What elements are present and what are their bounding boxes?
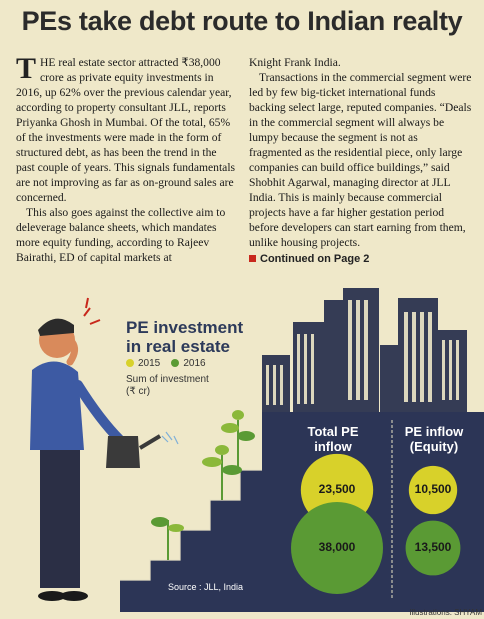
bubble-2016-0	[291, 502, 383, 594]
article-paragraph: T HE real estate sector attracted ₹38,000…	[16, 52, 236, 205]
article-paragraph: Knight Frank India.	[249, 56, 341, 69]
illustration-credit: Illustrations: SHYAM	[409, 608, 482, 617]
legend-2016-swatch	[171, 359, 180, 368]
bubble-value-label: 13,500	[414, 540, 452, 554]
infographic-art	[30, 288, 484, 612]
square-bullet-icon	[249, 255, 256, 262]
drop-cap: T	[16, 52, 37, 85]
bubble-value-label: 10,500	[414, 482, 452, 496]
source-note: Source : JLL, India	[168, 582, 244, 592]
chart-panel	[120, 412, 484, 612]
article-paragraph: Transactions in the commercial segment w…	[249, 71, 472, 249]
bubble-chart	[291, 453, 461, 594]
headline: PEs take debt route to Indian realty	[21, 6, 463, 36]
bubble-value-label: 38,000	[318, 540, 356, 554]
panel-equity-label: PE inflow (Equity)	[404, 424, 464, 454]
units-label: Sum of investment (₹ cr)	[126, 374, 209, 397]
article-column-2: Knight Frank India. Transactions in the …	[249, 55, 473, 267]
plant-icons	[151, 410, 255, 560]
legend-2016-label: 2016	[183, 358, 206, 369]
legend-2015-label: 2015	[138, 358, 161, 369]
man-illustration	[30, 318, 179, 601]
infographic-title: PE investment in real estate	[126, 318, 244, 356]
article-column-1: T HE real estate sector attracted ₹38,000…	[16, 52, 238, 265]
article-paragraph: This also goes against the collective ai…	[16, 206, 226, 264]
continued-link[interactable]: Continued on Page 2	[249, 252, 473, 267]
bubble-2016-1	[405, 520, 461, 576]
panel-total-label: Total PE inflow	[307, 424, 359, 454]
legend: 2015 2016	[126, 358, 206, 369]
bubble-2015-1	[408, 465, 458, 515]
bubble-value-label: 23,500	[318, 482, 356, 496]
legend-2015-swatch	[126, 359, 134, 368]
